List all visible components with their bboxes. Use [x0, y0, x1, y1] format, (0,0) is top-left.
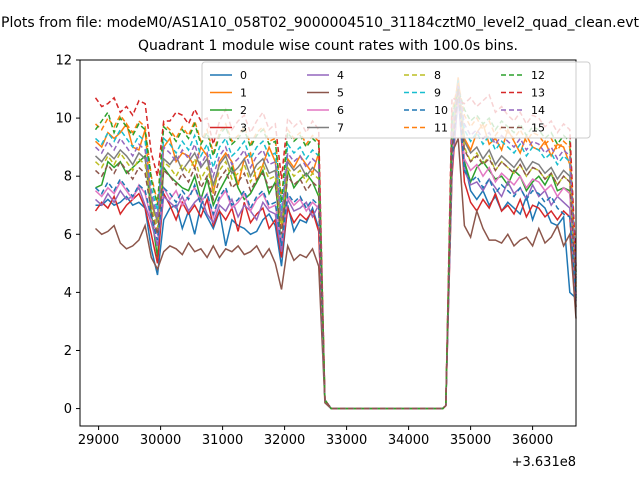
legend-label-10: 10	[434, 104, 448, 117]
legend-label-15: 15	[531, 122, 545, 135]
legend-label-1: 1	[240, 87, 247, 100]
legend-label-12: 12	[531, 69, 545, 82]
figure-suptitle: Plots from file: modeM0/AS1A10_058T02_90…	[1, 15, 639, 31]
axes-frame	[79, 59, 577, 427]
x-tick-label: 36000	[512, 433, 553, 448]
legend-label-3: 3	[240, 122, 247, 135]
series-line-14	[94, 85, 577, 410]
x-axis-offset-label: +3.631e8	[512, 455, 576, 470]
y-tick-label: 0	[64, 402, 72, 417]
y-tick-label: 8	[64, 170, 72, 185]
legend-label-7: 7	[337, 122, 344, 135]
legend-label-0: 0	[240, 69, 247, 82]
y-tick-label: 2	[64, 344, 72, 359]
legend-label-4: 4	[337, 69, 344, 82]
y-tick-label: 4	[64, 286, 72, 301]
legend-label-9: 9	[434, 87, 441, 100]
series-line-6	[94, 91, 577, 410]
y-tick-label: 6	[64, 228, 72, 243]
chart-title: Quadrant 1 module wise count rates with …	[138, 38, 518, 54]
x-tick-label: 35000	[450, 433, 491, 448]
legend-label-6: 6	[337, 104, 344, 117]
legend-label-11: 11	[434, 122, 448, 135]
legend-box	[201, 61, 591, 139]
legend-label-13: 13	[531, 87, 545, 100]
legend-label-8: 8	[434, 69, 441, 82]
y-tick-label: 10	[55, 112, 72, 127]
x-tick-label: 33000	[326, 433, 367, 448]
series-line-3	[94, 91, 577, 410]
y-axis-ticks: 0 2 4 6 8 10 12	[55, 54, 80, 417]
x-tick-label: 34000	[388, 433, 429, 448]
x-axis-ticks: 29000 30000 31000 32000 33000 34000 35000 36000	[78, 426, 553, 448]
x-tick-label: 29000	[78, 433, 119, 448]
legend-label-2: 2	[240, 104, 247, 117]
legend-label-5: 5	[337, 87, 344, 100]
x-tick-label: 30000	[140, 433, 181, 448]
x-tick-label: 32000	[264, 433, 305, 448]
series-line-15	[94, 88, 577, 410]
x-tick-label: 31000	[202, 433, 243, 448]
y-tick-label: 12	[55, 54, 72, 69]
legend-label-14: 14	[531, 104, 545, 117]
